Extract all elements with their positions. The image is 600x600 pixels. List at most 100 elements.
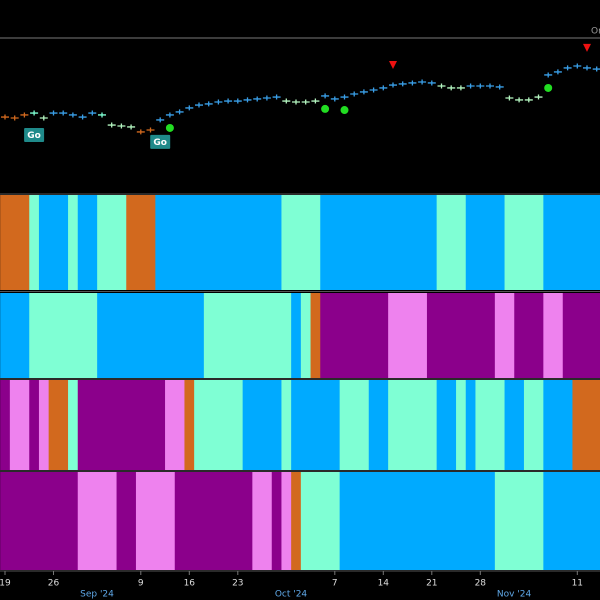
band-segment	[572, 380, 600, 470]
price-bar	[427, 80, 436, 86]
band-segment	[543, 380, 573, 470]
price-bar	[68, 112, 77, 118]
x-tick-label: 26	[48, 579, 60, 589]
band-segment	[48, 380, 69, 470]
band-segment	[281, 380, 292, 470]
price-bar	[495, 84, 504, 90]
band-segment	[504, 380, 525, 470]
band-segment	[543, 472, 600, 570]
price-bar	[185, 105, 194, 111]
price-bar	[466, 83, 475, 89]
entry-dot	[165, 123, 174, 132]
go-label: Go	[153, 138, 167, 148]
price-bar	[88, 110, 97, 116]
price-bar	[59, 110, 68, 116]
band-segment	[135, 472, 176, 570]
price-bar	[10, 115, 19, 121]
band-segment	[97, 195, 127, 290]
band-segment	[0, 472, 79, 570]
price-bar	[204, 101, 213, 107]
band-segment	[174, 472, 253, 570]
band-segment	[465, 195, 506, 290]
price-bar	[389, 82, 397, 88]
band-segment	[436, 195, 467, 290]
price-bar	[311, 98, 320, 104]
band-segment	[456, 380, 467, 470]
x-tick-label: 23	[232, 579, 243, 589]
x-tick-label: 14	[378, 579, 390, 589]
price-bar	[447, 85, 456, 91]
x-tick-label: 7	[332, 579, 338, 589]
band-segment	[38, 195, 69, 290]
band-segment	[0, 293, 30, 378]
price-bar	[379, 85, 388, 91]
price-bar	[282, 98, 291, 104]
x-tick-label: 16	[184, 579, 196, 589]
band-segment	[494, 472, 544, 570]
price-bar	[224, 98, 233, 104]
price-bar	[359, 89, 368, 95]
price-bar	[456, 85, 465, 91]
month-label: Nov '24	[497, 590, 532, 600]
band-segment	[0, 195, 30, 290]
x-tick-label: 19	[0, 579, 11, 589]
month-label: Oct '24	[275, 590, 308, 600]
x-tick-label: 9	[138, 579, 144, 589]
price-bar	[437, 83, 446, 89]
band-segment	[465, 380, 476, 470]
price-bar	[78, 114, 87, 120]
entry-dot	[321, 104, 330, 113]
entry-dot	[340, 106, 349, 115]
band-segment	[38, 380, 50, 470]
corner-label: Or	[591, 27, 600, 37]
band-segment	[0, 380, 11, 470]
price-bar	[272, 94, 281, 100]
price-bar	[330, 96, 339, 102]
price-bar	[340, 94, 349, 100]
entry-dot	[544, 83, 553, 92]
band-segment	[281, 195, 321, 290]
price-bar	[398, 81, 407, 87]
band-segment	[184, 380, 195, 470]
price-bar	[486, 83, 494, 89]
price-bar	[592, 66, 600, 72]
price-bar	[262, 95, 271, 101]
band-segment	[320, 195, 438, 290]
price-bar	[98, 112, 106, 118]
band-segment	[339, 380, 370, 470]
price-bar	[292, 99, 300, 105]
price-bar	[253, 96, 262, 102]
band-segment	[165, 380, 185, 470]
band-segment	[504, 195, 544, 290]
price-bar	[195, 102, 203, 108]
band-segment	[291, 293, 302, 378]
band-segment	[339, 472, 496, 570]
band-segment	[194, 380, 244, 470]
price-bar	[20, 112, 29, 118]
price-bar	[49, 110, 58, 116]
price-bar	[476, 83, 485, 89]
go-label: Go	[27, 131, 41, 141]
price-bar	[418, 79, 427, 85]
price-bar	[136, 129, 145, 135]
price-bar	[369, 87, 378, 93]
band-segment	[281, 472, 292, 570]
band-segment	[494, 293, 515, 378]
band-segment	[9, 380, 30, 470]
go-badge	[150, 134, 171, 149]
band-segment	[116, 472, 137, 570]
band-segment	[310, 293, 321, 378]
band-segment	[77, 195, 98, 290]
price-bar	[117, 123, 126, 129]
band-segment	[388, 293, 428, 378]
band-segment	[77, 380, 166, 470]
band-segment	[68, 195, 79, 290]
x-tick-label: 11	[572, 579, 583, 589]
price-bar	[301, 99, 310, 105]
band-segment	[388, 380, 438, 470]
band-segment	[426, 293, 496, 378]
price-bar	[1, 114, 9, 120]
price-bar	[350, 91, 359, 97]
price-bar	[553, 69, 562, 75]
